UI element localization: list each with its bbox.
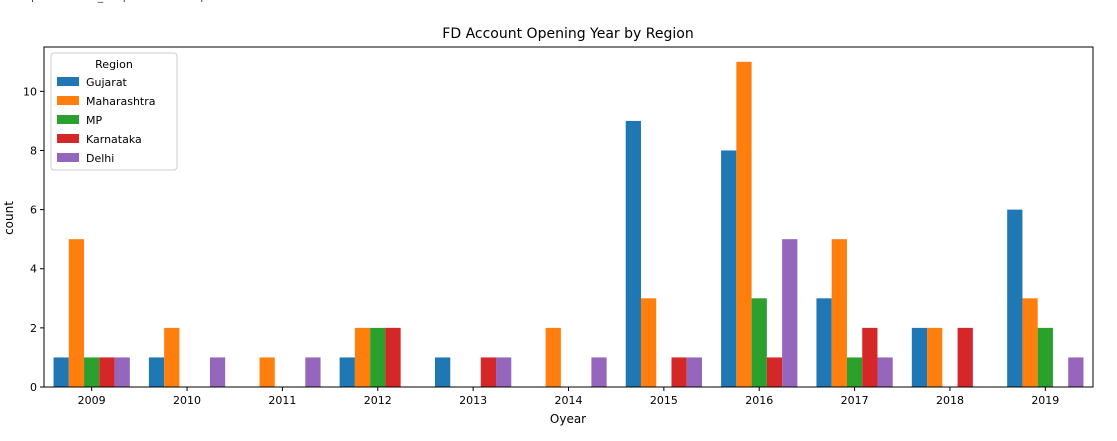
bar-gujarat-2015: [625, 120, 641, 388]
y-tick-label: 10: [23, 85, 37, 98]
legend-label-delhi: Delhi: [86, 152, 114, 165]
bar-delhi-2009: [114, 357, 130, 387]
bar-maharashtra-2011: [259, 357, 275, 387]
bar-maharashtra-2014: [545, 327, 561, 387]
y-tick-label: 0: [30, 381, 37, 394]
y-axis-ticks: 0 2 4 6 8 10: [23, 85, 44, 394]
y-tick-label: 2: [30, 322, 37, 335]
x-tick-label: 2019: [1031, 394, 1059, 407]
legend-swatch-karnataka: [57, 134, 79, 143]
bar-gujarat-2018: [911, 327, 928, 387]
x-tick-label: 2018: [936, 394, 964, 407]
bar-mp-2012: [370, 327, 386, 387]
bar-delhi-2013: [496, 357, 512, 387]
x-tick-label: 2016: [745, 394, 773, 407]
bar-mp-2017: [846, 357, 863, 387]
bar-delhi-2016: [782, 239, 798, 387]
legend-box: [50, 52, 178, 171]
bar-karnataka-2015: [671, 357, 687, 387]
x-tick-label: 2017: [841, 394, 869, 407]
legend-label-karnataka: Karnataka: [86, 133, 142, 146]
bar-maharashtra-2009: [68, 239, 85, 387]
bar-gujarat-2012: [339, 357, 355, 387]
bar-karnataka-2017: [862, 327, 878, 387]
bar-karnataka-2016: [766, 357, 783, 387]
bar-maharashtra-2019: [1022, 298, 1038, 387]
bar-gujarat-2019: [1007, 209, 1023, 387]
clipped-code-output-line: <matplotlib.axes._subplots.AxesSubplot a…: [0, 0, 260, 4]
y-axis-label: count: [2, 201, 16, 235]
bar-maharashtra-2012: [354, 327, 371, 387]
bar-maharashtra-2010: [164, 327, 180, 387]
x-tick-label: 2009: [78, 394, 106, 407]
bar-maharashtra-2017: [831, 239, 847, 387]
bar-delhi-2017: [877, 357, 893, 387]
bar-maharashtra-2015: [640, 298, 657, 387]
legend-swatch-maharashtra: [57, 96, 79, 105]
x-axis-label: Oyear: [550, 412, 586, 426]
bar-delhi-2011: [305, 357, 321, 387]
bar-gujarat-2013: [434, 357, 451, 387]
bar-gujarat-2017: [816, 298, 832, 387]
bar-gujarat-2009: [53, 357, 69, 387]
x-tick-label: 2012: [364, 394, 392, 407]
bar-karnataka-2018: [957, 327, 973, 387]
x-axis-ticks: 2009 2010 2011 2012 2013 2014 2015 2016 2017 2018…: [78, 387, 1059, 407]
legend-label-mp: MP: [86, 114, 102, 127]
bar-delhi-2010: [209, 357, 226, 387]
bars: [53, 61, 1084, 388]
legend-title: Region: [95, 58, 133, 71]
legend-swatch-gujarat: [57, 77, 79, 86]
bar-mp-2009: [84, 357, 100, 387]
bar-karnataka-2012: [385, 327, 401, 387]
legend-swatch-delhi: [57, 153, 79, 162]
x-tick-label: 2013: [459, 394, 487, 407]
legend-label-gujarat: Gujarat: [86, 76, 128, 89]
bar-mp-2016: [751, 298, 767, 387]
y-tick-label: 6: [30, 204, 37, 217]
y-tick-label: 4: [30, 263, 37, 276]
chart-title: FD Account Opening Year by Region: [442, 26, 693, 42]
x-tick-label: 2015: [650, 394, 678, 407]
bar-delhi-2015: [686, 357, 703, 387]
bar-gujarat-2010: [148, 357, 165, 387]
bar-karnataka-2009: [99, 357, 115, 387]
bar-karnataka-2013: [480, 357, 497, 387]
legend: Region Gujarat Maharashtra MP Karnataka Delhi: [50, 52, 178, 171]
bar-gujarat-2016: [721, 150, 737, 387]
legend-swatch-mp: [57, 115, 79, 124]
x-tick-label: 2010: [173, 394, 201, 407]
bar-mp-2019: [1037, 327, 1053, 387]
bar-delhi-2019: [1068, 357, 1084, 387]
bar-maharashtra-2018: [927, 327, 943, 387]
x-tick-label: 2014: [555, 394, 583, 407]
plot-frame: [43, 46, 1094, 388]
x-tick-label: 2011: [268, 394, 296, 407]
y-tick-label: 8: [30, 144, 37, 157]
bar-delhi-2014: [591, 357, 607, 387]
legend-label-maharashtra: Maharashtra: [86, 95, 156, 108]
bar-maharashtra-2016: [736, 61, 752, 388]
